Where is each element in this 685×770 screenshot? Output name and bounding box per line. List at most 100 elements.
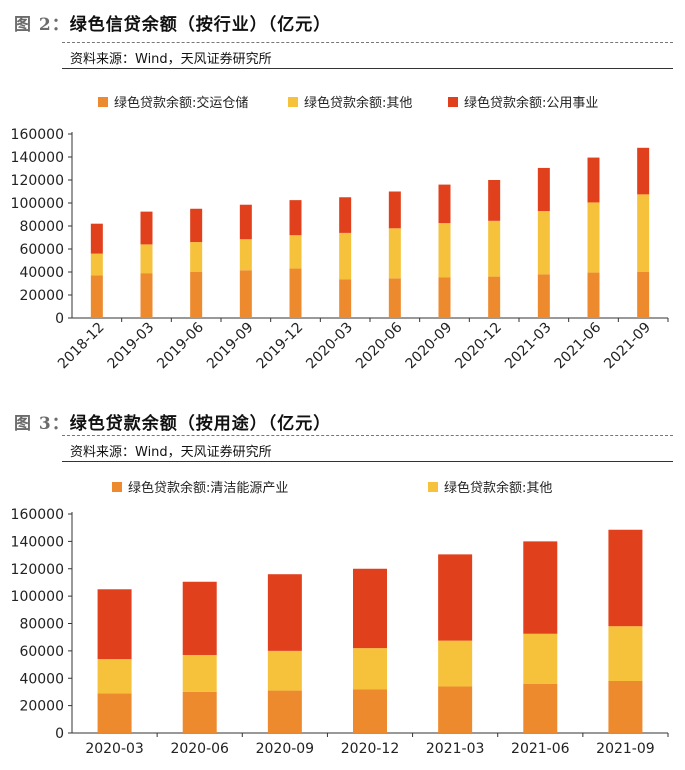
bar-segment-3: [388, 191, 401, 229]
x-tick-label: 2020-03: [303, 320, 356, 373]
bar-segment-1: [537, 274, 550, 318]
figure-2-panel: 图 2：绿色信贷余额（按行业）（亿元） 资料来源：Wind，天风证券研究所 绿色…: [11, 10, 673, 373]
y-tick-label: 60000: [19, 242, 64, 258]
y-tick-label: 20000: [19, 699, 64, 715]
y-tick-label: 20000: [19, 288, 64, 304]
figure-3-title-text: 绿色贷款余额（按用途）（亿元）: [69, 414, 332, 434]
bar-segment-3: [190, 208, 203, 243]
legend-swatch-red: [448, 96, 458, 107]
bar-segment-2: [608, 626, 643, 681]
y-tick-label: 100000: [11, 196, 64, 212]
bar-segment-1: [608, 680, 643, 733]
legend-swatch-yellow: [428, 481, 438, 492]
title-divider: [62, 435, 673, 436]
bar-segment-2: [637, 194, 650, 272]
bar-segment-3: [523, 541, 558, 634]
bar-segment-3: [267, 574, 302, 651]
title-divider: [62, 42, 673, 43]
bar-segment-2: [523, 633, 558, 684]
x-tick-label: 2019-03: [105, 320, 158, 373]
bar-segment-3: [608, 529, 643, 627]
figure-3-title: 图 3：绿色贷款余额（按用途）（亿元）: [14, 409, 331, 434]
bar-segment-3: [90, 223, 103, 254]
bar-segment-1: [587, 272, 600, 318]
figure-2-chart: 0 20000 40000 60000 80000 100000 120000 140000 1…: [11, 127, 669, 373]
bar-segment-1: [353, 689, 387, 733]
bar-segment-2: [587, 202, 600, 273]
legend-label: 绿色贷款余额:交运仓储: [114, 96, 249, 111]
bar-segment-2: [190, 242, 203, 272]
legend-label: 绿色贷款余额:其他: [304, 96, 413, 111]
legend-label: 绿色贷款余额:其他: [444, 481, 553, 496]
figure-3-chart: 0 20000 40000 60000 80000 100000 120000 140000 1…: [11, 507, 669, 757]
x-tick-label: 2020-12: [341, 741, 400, 757]
bar-segment-3: [182, 581, 217, 655]
source-divider: [62, 461, 673, 462]
bar-segment-1: [488, 276, 501, 318]
bar-segment-3: [438, 554, 473, 641]
bar-segment-2: [90, 253, 103, 276]
y-tick-label: 40000: [19, 265, 64, 281]
x-tick-label: 2018-12: [55, 320, 108, 373]
bar-segment-3: [438, 184, 451, 224]
legend-swatch-yellow: [288, 96, 298, 107]
bar-segment-3: [140, 211, 153, 245]
bar-segment-1: [90, 275, 103, 318]
x-tick-label: 2021-03: [502, 320, 555, 373]
bar-segment-2: [289, 235, 302, 269]
bar-segment-1: [438, 686, 473, 733]
y-tick-label: 80000: [19, 617, 64, 633]
bar-segment-3: [637, 147, 650, 195]
x-tick-label: 2020-06: [353, 319, 406, 372]
y-tick-label: 0: [55, 311, 64, 327]
source-divider: [62, 68, 673, 69]
x-tick-label: 2020-09: [256, 741, 315, 757]
legend-swatch-orange: [112, 481, 122, 492]
figure-2-title: 图 2：绿色信贷余额（按行业）（亿元）: [14, 10, 331, 35]
bar-segment-1: [388, 278, 401, 318]
legend-label: 绿色贷款余额:公用事业: [464, 96, 599, 111]
bar-segment-1: [182, 691, 217, 733]
bar-segment-2: [339, 232, 352, 280]
bar-segment-3: [587, 157, 600, 203]
bar-segment-1: [97, 693, 132, 733]
y-tick-label: 120000: [11, 173, 64, 189]
figure-2-number: 图 2：: [14, 15, 70, 35]
bar-segment-2: [488, 220, 501, 277]
y-tick-label: 140000: [11, 534, 64, 550]
figure-2-source: 资料来源：Wind，天风证券研究所: [70, 52, 272, 67]
x-tick-label: 2021-06: [511, 741, 570, 757]
x-tick-label: 2020-09: [403, 320, 456, 373]
x-tick-label: 2020-12: [452, 320, 505, 373]
bar-segment-1: [339, 279, 352, 318]
y-tick-label: 100000: [11, 589, 64, 605]
bar-segment-2: [353, 648, 387, 690]
bar-segment-3: [353, 568, 387, 649]
x-tick-label: 2020-06: [170, 741, 229, 757]
y-tick-label: 80000: [19, 219, 64, 235]
bar-segment-1: [289, 268, 302, 318]
bar-segment-1: [637, 272, 650, 318]
bar-segment-2: [438, 640, 473, 687]
bar-segment-2: [438, 223, 451, 278]
legend-item-utilities: 绿色贷款余额:公用事业: [448, 92, 598, 111]
bar-segment-1: [438, 277, 451, 318]
bar-segment-3: [239, 204, 252, 240]
bar-segment-1: [239, 270, 252, 318]
x-tick-label: 2021-09: [601, 320, 654, 373]
bar-segment-3: [537, 167, 550, 212]
bar-segment-1: [140, 273, 153, 318]
legend-swatch-orange: [98, 96, 108, 107]
y-tick-label: 160000: [11, 127, 64, 143]
y-tick-label: 140000: [11, 150, 64, 166]
bar-segment-2: [537, 211, 550, 275]
x-tick-label: 2020-03: [85, 741, 144, 757]
y-tick-label: 40000: [19, 671, 64, 687]
x-tick-label: 2019-09: [204, 320, 257, 373]
x-tick-label: 2021-09: [596, 741, 655, 757]
bar-segment-2: [239, 239, 252, 271]
bar-segment-1: [267, 690, 302, 733]
bar-segment-2: [182, 654, 217, 692]
bar-segment-3: [289, 200, 302, 236]
bar-segment-1: [523, 683, 558, 733]
